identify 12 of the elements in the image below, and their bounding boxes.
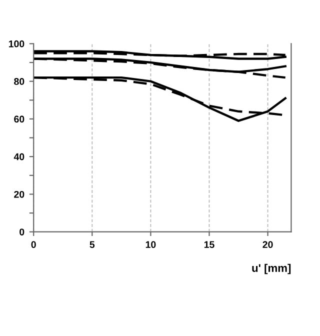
x-axis-title: u' [mm] [252,264,291,274]
x-tick-label: 10 [146,241,156,248]
y-tick-label: 100 [8,40,24,48]
x-tick-label: 15 [204,241,214,248]
x-tick-label: 20 [262,241,273,248]
y-tick-label: 20 [14,190,24,198]
x-tick-label: 5 [90,241,95,248]
y-tick-label: 40 [14,153,24,160]
y-tick-label: 60 [14,116,24,123]
y-tick-label: 80 [14,78,24,85]
y-tick-label: 0 [20,228,24,236]
x-tick-label: 0 [31,241,36,248]
